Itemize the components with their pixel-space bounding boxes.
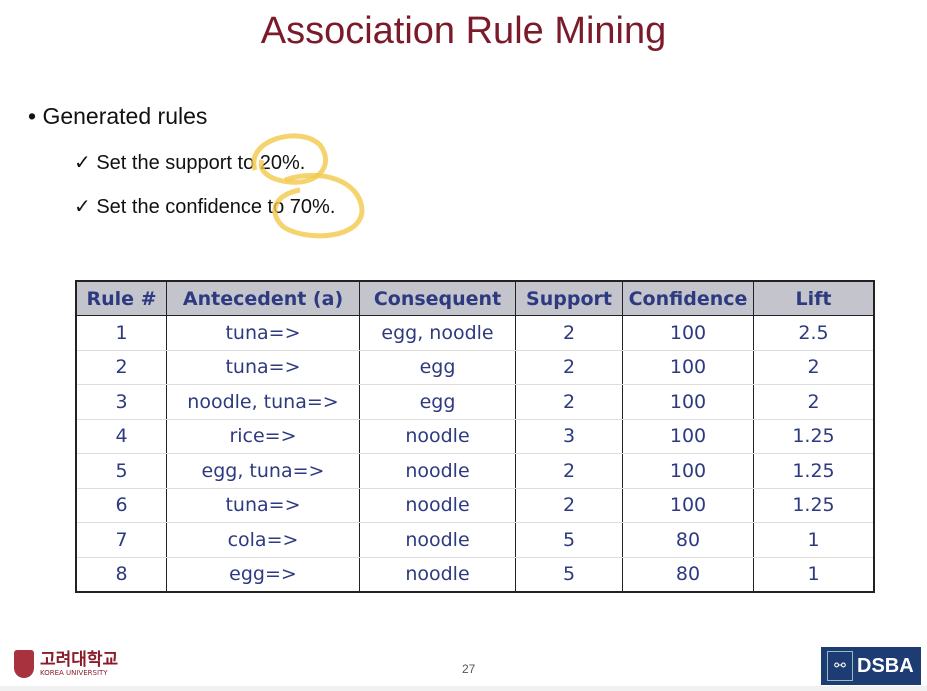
bullet-item: • Generated rules (28, 103, 208, 129)
table-cell: 100 (622, 350, 754, 385)
sub-item-support: ✓ Set the support to 20%. (74, 150, 305, 175)
table-row: 8 egg=> noodle 5 80 1 (75, 557, 875, 593)
column-header: Support (515, 280, 623, 316)
sub-item-confidence: ✓ Set the confidence to 70%. (74, 194, 335, 219)
rules-table: Rule # Antecedent (a) Consequent Support Con… (75, 280, 875, 593)
table-cell: noodle (359, 557, 516, 593)
table-cell: noodle (359, 522, 516, 558)
table-cell: 80 (622, 557, 754, 593)
table-cell: 4 (75, 419, 167, 454)
table-cell: 2 (75, 350, 167, 385)
check-icon: ✓ (74, 196, 91, 218)
page-number: 27 (462, 662, 476, 676)
table-row: 3 noodle, tuna=> egg 2 100 2 (75, 384, 875, 420)
bottom-bar (0, 686, 927, 691)
logo-text-en: KOREA UNIVERSITY (40, 668, 108, 677)
check-icon: ✓ (74, 152, 91, 174)
slide-title: Association Rule Mining (260, 10, 667, 52)
table-cell: 100 (622, 384, 754, 420)
table-cell: 100 (622, 488, 754, 523)
network-icon: ⚯ (827, 651, 853, 681)
table-cell: 80 (622, 522, 754, 558)
table-row: 6 tuna=> noodle 2 100 1.25 (75, 488, 875, 523)
table-cell: cola=> (166, 522, 360, 558)
table-cell: 100 (622, 419, 754, 454)
logo-text-kr: 고려대학교 (40, 649, 119, 670)
dsba-logo: ⚯ DSBA (821, 647, 921, 685)
column-header: Antecedent (a) (166, 280, 360, 316)
table-cell: noodle (359, 453, 516, 489)
table-cell: egg (359, 384, 516, 420)
table-cell: egg=> (166, 557, 360, 593)
table-cell: tuna=> (166, 350, 360, 385)
table-cell: tuna=> (166, 488, 360, 523)
column-header: Lift (753, 280, 875, 316)
table-cell: 7 (75, 522, 167, 558)
table-cell: noodle (359, 419, 516, 454)
table-cell: 1 (75, 315, 167, 351)
sub-item-text: Set the confidence to 70%. (96, 196, 336, 218)
table-cell: 2 (515, 315, 623, 351)
bullet-text: Generated rules (42, 103, 208, 129)
korea-university-logo: 고려대학교 KOREA UNIVERSITY (14, 650, 118, 678)
table-cell: 2 (753, 384, 875, 420)
table-cell: egg, noodle (359, 315, 516, 351)
table-cell: 1.25 (753, 488, 875, 523)
table-row: 7 cola=> noodle 5 80 1 (75, 522, 875, 558)
table-cell: egg, tuna=> (166, 453, 360, 489)
table-row: 4 rice=> noodle 3 100 1.25 (75, 419, 875, 454)
table-row: 5 egg, tuna=> noodle 2 100 1.25 (75, 453, 875, 489)
table-row: 1 tuna=> egg, noodle 2 100 2.5 (75, 315, 875, 351)
column-header: Consequent (359, 280, 516, 316)
table-cell: tuna=> (166, 315, 360, 351)
table-cell: 2 (515, 384, 623, 420)
table-cell: 5 (75, 453, 167, 489)
table-cell: 100 (622, 315, 754, 351)
table-cell: 1.25 (753, 453, 875, 489)
column-header: Rule # (75, 280, 167, 316)
column-header: Confidence (622, 280, 754, 316)
table-row: 2 tuna=> egg 2 100 2 (75, 350, 875, 385)
table-cell: 100 (622, 453, 754, 489)
table-cell: 2 (515, 488, 623, 523)
logo-text-dsba: DSBA (857, 654, 914, 677)
table-cell: 2 (515, 350, 623, 385)
table-cell: 5 (515, 522, 623, 558)
table-cell: 3 (75, 384, 167, 420)
table-cell: 2 (753, 350, 875, 385)
table-cell: 3 (515, 419, 623, 454)
table-cell: 1.25 (753, 419, 875, 454)
table-cell: egg (359, 350, 516, 385)
table-cell: 5 (515, 557, 623, 593)
sub-item-text: Set the support to 20%. (96, 152, 306, 174)
table-cell: 1 (753, 557, 875, 593)
table-cell: 2.5 (753, 315, 875, 351)
table-cell: noodle (359, 488, 516, 523)
table-cell: 1 (753, 522, 875, 558)
table-cell: 8 (75, 557, 167, 593)
shield-icon (14, 650, 34, 678)
table-cell: 6 (75, 488, 167, 523)
table-cell: rice=> (166, 419, 360, 454)
table-cell: noodle, tuna=> (166, 384, 360, 420)
table-cell: 2 (515, 453, 623, 489)
